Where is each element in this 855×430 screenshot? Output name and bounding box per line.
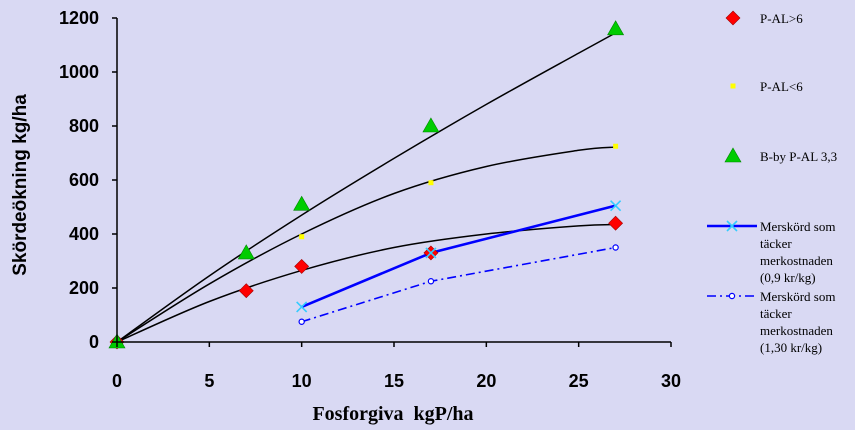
legend-swatch: [725, 10, 741, 26]
legend-swatch: [728, 292, 736, 300]
y-tick-label: 400: [69, 224, 99, 244]
series-4-point: [425, 247, 437, 259]
legend-label: P-AL>6: [760, 11, 803, 26]
x-marker-stroke: [726, 220, 738, 232]
legend: P-AL>6 P-AL<6 B-by P-AL 3,3 Merskörd som täc…: [707, 10, 837, 355]
series-1-trend-curve: [116, 223, 616, 343]
series-3-point: [607, 20, 625, 36]
legend-label: täcker: [760, 306, 792, 321]
x-axis-title: Fosforgiva kgP/ha: [312, 403, 473, 425]
y-axis-title: Skördeökning kg/ha: [10, 94, 31, 276]
x-tick-label: 25: [569, 371, 589, 391]
x-tick-label: 20: [476, 371, 496, 391]
legend-swatch: [726, 220, 738, 232]
legend-label: Merskörd som: [760, 219, 835, 234]
y-tick-label: 600: [69, 170, 99, 190]
legend-label: P-AL<6: [760, 79, 803, 94]
legend-label: B-by P-AL 3,3: [760, 149, 837, 164]
legend-label: (0,9 kr/kg): [760, 270, 816, 285]
x-marker-stroke: [610, 200, 622, 212]
legend-swatch: [724, 147, 742, 163]
series-1-point: [238, 283, 254, 299]
legend-item: P-AL<6: [730, 79, 803, 94]
x-tick-label: 15: [384, 371, 404, 391]
legend-label: merkostnaden: [760, 323, 833, 338]
series-3-point: [422, 117, 440, 133]
legend-label: Merskörd som: [760, 289, 835, 304]
series-3-point: [293, 195, 311, 211]
y-tick-label: 0: [89, 332, 99, 352]
x-tick-label: 0: [112, 371, 122, 391]
legend-item: B-by P-AL 3,3: [724, 147, 837, 164]
series-2-trend-curve: [116, 146, 616, 343]
x-marker-stroke: [296, 301, 308, 313]
legend-label: (1,30 kr/kg): [760, 340, 822, 355]
series-3-point: [237, 244, 255, 260]
legend-item: Merskörd som täcker merkostnaden (0,9 kr/kg…: [707, 219, 835, 285]
series-1-point: [294, 258, 310, 274]
legend-swatch: [730, 83, 736, 89]
series-5-line: [301, 246, 616, 323]
series-2-point: [613, 143, 619, 149]
plot-lines: [116, 32, 616, 343]
legend-label: täcker: [760, 236, 792, 251]
x-ticks: 0 5 10 15 20 25 30: [112, 342, 681, 391]
series-5-point: [298, 318, 305, 325]
x-tick-label: 30: [661, 371, 681, 391]
series-4-line: [301, 204, 616, 309]
legend-label: merkostnaden: [760, 253, 833, 268]
series-2-point: [428, 180, 434, 186]
series-4-point: [610, 200, 622, 212]
y-tick-label: 1200: [59, 8, 99, 28]
series-2-point: [299, 234, 305, 240]
y-tick-label: 200: [69, 278, 99, 298]
legend-item: P-AL>6: [725, 10, 803, 26]
y-tick-label: 1000: [59, 62, 99, 82]
legend-item: Merskörd som täcker merkostnaden (1,30 kr/k…: [707, 289, 835, 355]
series-5-point: [427, 278, 435, 285]
series-3-trend-curve: [116, 32, 616, 343]
x-tick-label: 10: [292, 371, 312, 391]
series-5-point: [612, 244, 619, 251]
y-ticks: 0 200 400 600 800 1000 1200: [59, 8, 117, 352]
x-tick-label: 5: [204, 371, 214, 391]
series-1-point: [608, 215, 624, 231]
x-marker-stroke: [425, 247, 437, 259]
series-4-point: [296, 301, 308, 313]
y-tick-label: 800: [69, 116, 99, 136]
